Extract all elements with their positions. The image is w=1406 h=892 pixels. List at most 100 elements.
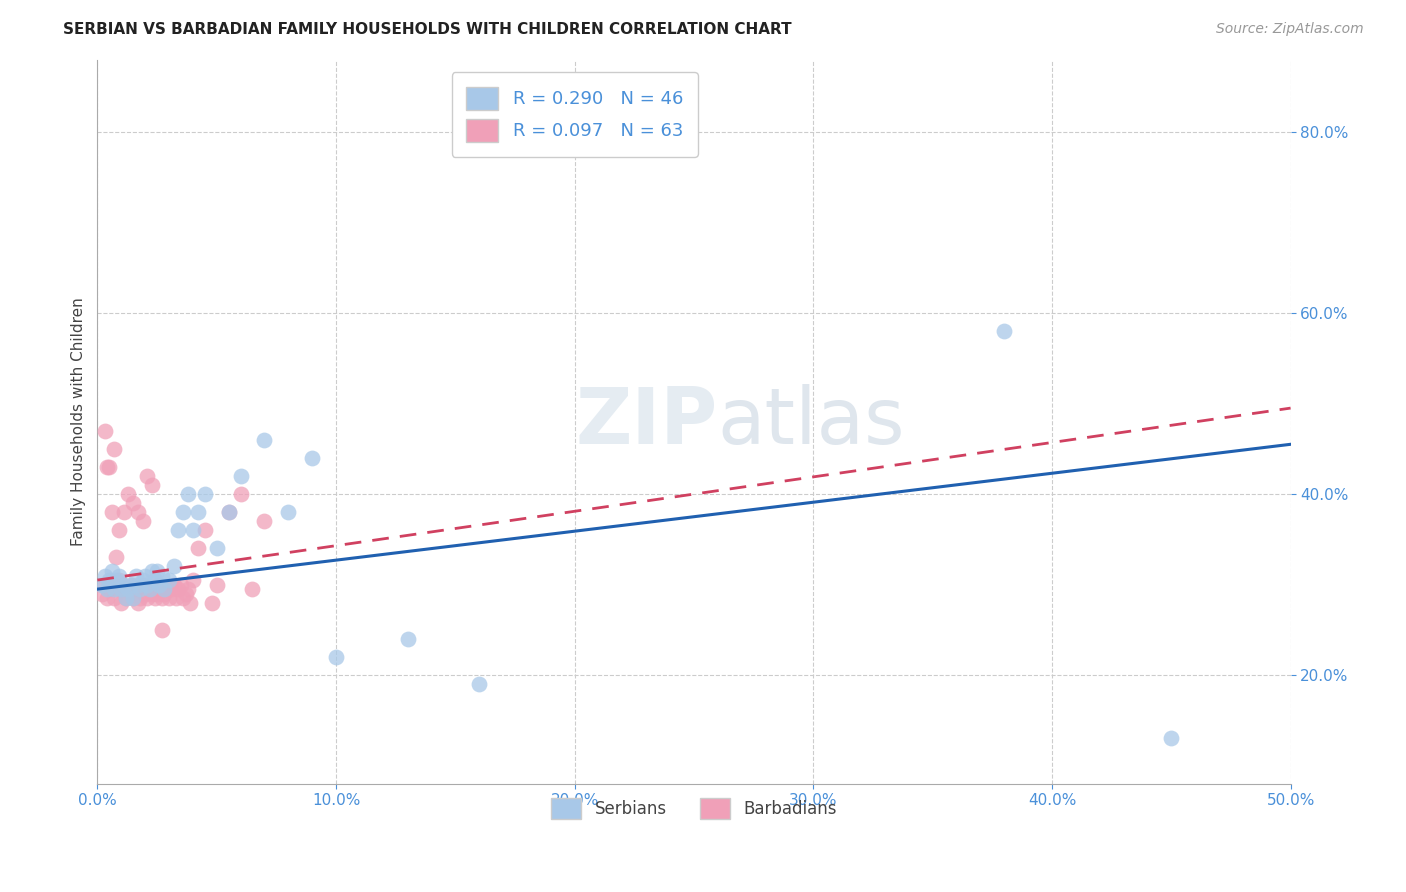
Point [112, 582, 135, 596]
Point [148, 582, 170, 596]
Point [105, 550, 128, 565]
Point [218, 505, 240, 519]
Point [141, 564, 163, 578]
Point [174, 587, 197, 601]
Point [301, 450, 323, 465]
Point [187, 505, 209, 519]
Point [136, 577, 159, 591]
Point [108, 523, 131, 537]
Point [172, 591, 194, 606]
Point [117, 582, 139, 596]
Point [124, 582, 146, 596]
Point [96, 591, 118, 606]
Text: Source: ZipAtlas.com: Source: ZipAtlas.com [1216, 22, 1364, 37]
Point [229, 487, 252, 501]
Point [172, 505, 194, 519]
Point [112, 505, 135, 519]
Point [187, 541, 209, 556]
Point [122, 591, 145, 606]
Y-axis label: Family Households with Children: Family Households with Children [72, 297, 86, 546]
Point [157, 573, 180, 587]
Point [277, 505, 299, 519]
Point [163, 577, 186, 591]
Point [194, 523, 217, 537]
Point [122, 496, 145, 510]
Point [115, 591, 138, 606]
Point [141, 587, 163, 601]
Point [153, 587, 176, 601]
Text: SERBIAN VS BARBADIAN FAMILY HOUSEHOLDS WITH CHILDREN CORRELATION CHART: SERBIAN VS BARBADIAN FAMILY HOUSEHOLDS W… [63, 22, 792, 37]
Point [117, 487, 139, 501]
Point [146, 587, 169, 601]
Point [146, 564, 169, 578]
Point [98, 582, 121, 596]
Point [1160, 731, 1182, 746]
Point [167, 523, 190, 537]
Point [153, 582, 176, 596]
Point [218, 505, 240, 519]
Point [129, 582, 152, 596]
Point [120, 577, 142, 591]
Point [103, 582, 125, 596]
Point [139, 582, 162, 596]
Point [127, 596, 149, 610]
Text: atlas: atlas [718, 384, 905, 459]
Point [205, 577, 228, 591]
Point [96, 459, 118, 474]
Point [242, 582, 264, 596]
Point [108, 573, 131, 587]
Point [117, 582, 139, 596]
Point [253, 514, 276, 528]
Point [100, 505, 122, 519]
Point [201, 596, 224, 610]
Point [127, 577, 149, 591]
Point [131, 577, 153, 591]
Point [194, 487, 217, 501]
Point [93, 424, 115, 438]
Point [148, 577, 170, 591]
Point [150, 568, 173, 582]
Point [150, 591, 173, 606]
Point [134, 568, 156, 582]
Point [163, 559, 186, 574]
Point [131, 573, 153, 587]
Point [468, 677, 491, 691]
Point [136, 591, 159, 606]
Point [131, 514, 153, 528]
Point [155, 582, 177, 596]
Point [98, 573, 121, 587]
Point [177, 582, 200, 596]
Point [396, 632, 419, 646]
Text: ZIP: ZIP [575, 384, 718, 459]
Point [91, 577, 114, 591]
Point [134, 587, 156, 601]
Point [150, 623, 173, 637]
Point [105, 582, 128, 596]
Point [157, 591, 180, 606]
Point [167, 582, 190, 596]
Point [146, 577, 169, 591]
Point [103, 591, 125, 606]
Point [136, 469, 159, 483]
Point [93, 577, 115, 591]
Point [105, 573, 128, 587]
Point [127, 505, 149, 519]
Point [143, 591, 166, 606]
Point [112, 577, 135, 591]
Point [103, 442, 125, 456]
Point [108, 568, 131, 582]
Point [110, 596, 132, 610]
Point [100, 564, 122, 578]
Point [115, 591, 138, 606]
Point [205, 541, 228, 556]
Point [98, 459, 121, 474]
Legend: Serbians, Barbadians: Serbians, Barbadians [544, 791, 844, 826]
Point [253, 433, 276, 447]
Point [93, 568, 115, 582]
Point [122, 591, 145, 606]
Point [181, 573, 204, 587]
Point [120, 577, 142, 591]
Point [141, 478, 163, 492]
Point [96, 582, 118, 596]
Point [177, 487, 200, 501]
